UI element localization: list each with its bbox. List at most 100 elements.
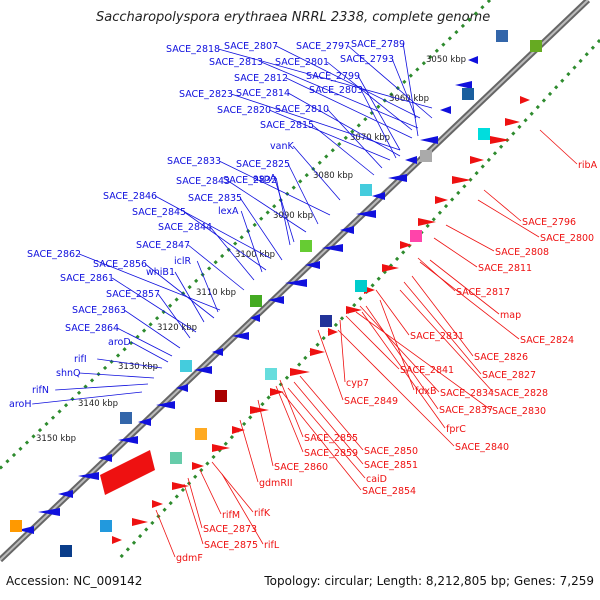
reverse-gene-box [478,128,490,140]
forward-gene-label: SACE_2835 [188,193,242,204]
forward-gene-label: SACE_2856 [93,259,147,270]
forward-gene-box [120,412,132,424]
reverse-gene-box [320,315,332,327]
forward-label-leader [288,92,401,157]
reverse-gene-label: SACE_2840 [455,442,509,453]
reverse-gene-arrow [212,444,230,452]
forward-label-leader [32,391,143,405]
reverse-gene-label: SACE_2841 [400,365,454,376]
forward-gene-arrow [372,192,385,200]
forward-gene-label: SACE_2814 [236,88,290,99]
forward-label-leader [209,226,255,281]
forward-label-leader [218,48,433,109]
reverse-gene-arrow [382,264,399,272]
reverse-label-leader [375,289,410,336]
forward-gene-arrow [78,472,99,480]
reverse-label-leader [155,509,176,558]
reverse-label-leader [433,237,478,268]
reverse-label-leader [419,261,520,340]
reverse-gene-box [195,428,207,440]
reverse-gene-label: SACE_2831 [410,331,464,342]
forward-label-leader [357,75,401,151]
forward-label-leader [239,197,283,261]
reverse-gene-label: ribA [578,160,598,171]
forward-label-leader [391,58,417,119]
forward-gene-arrow [232,332,249,340]
forward-gene-arrow [212,348,223,356]
forward-gene-label: SACE_2813 [209,57,263,68]
scale-label: 3060 kbp [389,94,429,104]
reverse-label-leader [445,224,495,252]
forward-gene-arrow [38,508,60,516]
forward-gene-label: SACE_2812 [234,73,288,84]
forward-gene-arrow [455,81,472,89]
reverse-gene-arrow [290,368,310,376]
forward-gene-arrow [98,454,112,462]
forward-label-leader [240,210,263,273]
reverse-gene-box [100,520,112,532]
forward-gene-arrow [340,226,354,234]
reverse-gene-label: SACE_2800 [540,233,594,244]
forward-gene-label: SACE_2818 [166,44,220,55]
reverse-label-leader [187,477,203,529]
reverse-gene-box [355,280,367,292]
reverse-gene-label: map [500,310,521,321]
reverse-label-leader [429,259,500,315]
forward-gene-label: aspA [253,173,277,184]
forward-gene-label: SACE_2793 [340,54,394,65]
reverse-gene-box [265,368,277,380]
reverse-gene-label: SACE_2824 [520,335,574,346]
forward-label-leader [117,327,173,357]
reverse-label-leader [411,275,474,357]
forward-gene-arrow [194,366,212,374]
scale-label: 3130 kbp [118,362,158,372]
scale-label: 3050 kbp [426,55,466,65]
forward-label-leader [219,160,331,216]
reverse-gene-arrow [172,482,189,490]
forward-gene-box [420,150,432,162]
forward-label-leader [292,145,341,201]
forward-label-leader [187,244,245,291]
reverse-gene-label: rifK [254,508,271,519]
reverse-gene-label: cyp7 [346,378,369,389]
forward-gene-arrow [18,526,34,534]
reverse-label-leader [199,469,222,515]
reverse-label-leader [293,381,364,465]
scale-label: 3070 kbp [350,133,390,143]
reverse-gene-label: SACE_2850 [364,446,418,457]
reverse-label-leader [239,419,259,483]
forward-gene-box [360,184,372,196]
forward-label-leader [261,61,419,129]
scale-label: 3120 kbp [157,323,197,333]
reverse-label-leader [211,461,254,513]
forward-label-leader [311,124,375,176]
forward-label-leader [287,163,319,225]
forward-label-leader [55,383,149,391]
forward-gene-label: iclR [174,256,192,267]
dotted-guide-1 [116,38,600,562]
forward-gene-label: SACE_2807 [224,41,278,52]
forward-gene-box [250,295,262,307]
reverse-gene-arrow [270,388,284,396]
scale-label: 3140 kbp [78,399,118,409]
forward-gene-label: lexA [218,206,239,217]
reverse-label-leader [379,299,415,391]
forward-gene-label: SACE_2857 [106,289,160,300]
reverse-gene-arrow [328,328,338,336]
forward-gene-label: SACE_2832 [223,175,277,186]
reverse-label-leader [257,399,274,467]
reverse-label-leader [275,385,304,453]
reverse-gene-label: SACE_2796 [522,217,576,228]
reverse-label-leader [345,315,400,370]
forward-gene-label: SACE_2815 [260,120,314,131]
forward-gene-label: SACE_2810 [275,104,329,115]
reverse-label-leader [477,199,540,238]
reverse-gene-label: SACE_2849 [344,396,398,407]
reverse-gene-label: SACE_2830 [492,406,546,417]
map-title: Saccharopolyspora erythraea NRRL 2338, c… [96,10,491,25]
forward-gene-arrow [468,56,478,64]
forward-gene-box [180,360,192,372]
reverse-label-leader [221,473,264,545]
reverse-gene-arrow [112,536,122,544]
reverse-label-leader [183,483,204,545]
